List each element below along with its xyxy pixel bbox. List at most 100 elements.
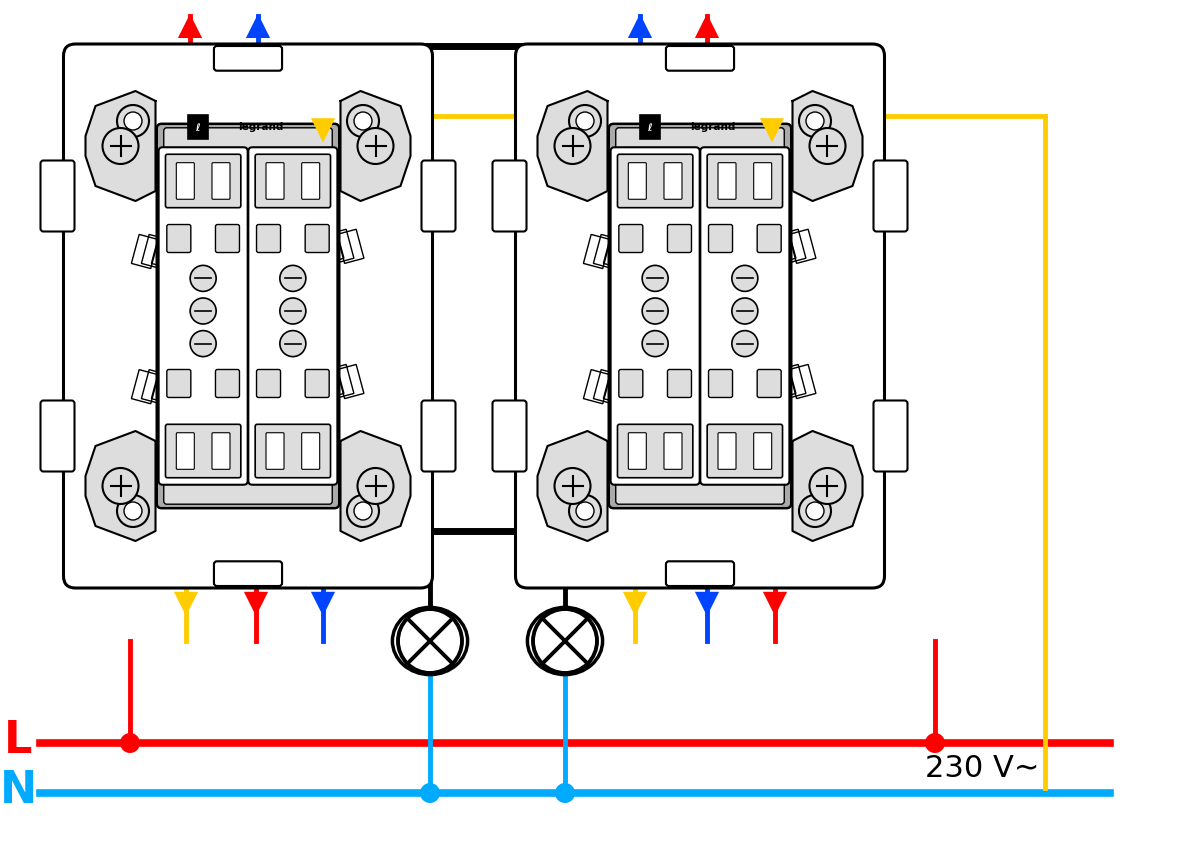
Circle shape [732, 331, 758, 357]
FancyBboxPatch shape [64, 45, 432, 588]
Circle shape [732, 266, 758, 292]
FancyBboxPatch shape [701, 148, 790, 485]
FancyBboxPatch shape [666, 561, 734, 586]
FancyBboxPatch shape [257, 226, 281, 253]
Polygon shape [341, 431, 410, 542]
FancyBboxPatch shape [176, 164, 194, 200]
FancyBboxPatch shape [707, 155, 782, 208]
FancyBboxPatch shape [754, 164, 772, 200]
Circle shape [799, 495, 830, 528]
Bar [337, 230, 364, 264]
FancyBboxPatch shape [619, 370, 643, 398]
FancyBboxPatch shape [167, 226, 191, 253]
Circle shape [398, 610, 462, 673]
Circle shape [569, 106, 601, 138]
Bar [317, 230, 344, 264]
Circle shape [124, 113, 142, 131]
Circle shape [280, 299, 306, 325]
Polygon shape [311, 592, 335, 616]
Polygon shape [760, 119, 784, 143]
Text: legrand: legrand [239, 122, 284, 132]
FancyBboxPatch shape [618, 424, 692, 478]
FancyBboxPatch shape [158, 148, 247, 485]
FancyBboxPatch shape [666, 47, 734, 71]
Circle shape [569, 495, 601, 528]
FancyBboxPatch shape [212, 164, 230, 200]
Bar [788, 365, 816, 400]
Circle shape [354, 503, 372, 520]
Circle shape [120, 734, 140, 753]
Bar [604, 235, 630, 269]
Bar [779, 365, 806, 400]
Bar [769, 230, 796, 264]
Circle shape [806, 503, 824, 520]
FancyBboxPatch shape [257, 370, 281, 398]
Polygon shape [763, 592, 787, 616]
FancyBboxPatch shape [757, 226, 781, 253]
FancyBboxPatch shape [718, 164, 736, 200]
FancyBboxPatch shape [874, 161, 907, 232]
Circle shape [116, 495, 149, 528]
FancyBboxPatch shape [266, 164, 284, 200]
Circle shape [347, 495, 379, 528]
FancyBboxPatch shape [707, 424, 782, 478]
Bar [583, 370, 611, 405]
FancyBboxPatch shape [611, 148, 700, 485]
Bar [779, 230, 806, 264]
Text: legrand: legrand [690, 122, 736, 132]
FancyBboxPatch shape [718, 433, 736, 470]
Bar [326, 365, 354, 400]
Circle shape [190, 331, 216, 357]
Text: ℓ: ℓ [647, 123, 652, 133]
FancyBboxPatch shape [667, 370, 691, 398]
FancyBboxPatch shape [492, 161, 527, 232]
FancyBboxPatch shape [629, 433, 647, 470]
Bar [337, 365, 364, 400]
FancyBboxPatch shape [667, 226, 691, 253]
Circle shape [116, 106, 149, 138]
FancyBboxPatch shape [640, 116, 660, 140]
Circle shape [576, 113, 594, 131]
Bar [151, 370, 179, 405]
FancyBboxPatch shape [166, 424, 241, 478]
Circle shape [354, 113, 372, 131]
Circle shape [554, 784, 575, 803]
Bar [583, 235, 611, 269]
FancyBboxPatch shape [664, 433, 682, 470]
FancyBboxPatch shape [421, 401, 456, 472]
Text: L: L [4, 719, 32, 762]
Polygon shape [85, 92, 156, 201]
FancyBboxPatch shape [212, 433, 230, 470]
Circle shape [190, 299, 216, 325]
FancyBboxPatch shape [163, 462, 332, 505]
FancyBboxPatch shape [754, 433, 772, 470]
FancyBboxPatch shape [608, 125, 791, 509]
Circle shape [280, 331, 306, 357]
Circle shape [554, 129, 590, 164]
Text: ℓ: ℓ [196, 123, 200, 133]
Circle shape [810, 129, 846, 164]
Circle shape [102, 129, 138, 164]
Circle shape [925, 734, 946, 753]
FancyBboxPatch shape [708, 370, 732, 398]
Bar [594, 370, 620, 405]
FancyBboxPatch shape [216, 370, 240, 398]
Polygon shape [792, 92, 863, 201]
Circle shape [280, 266, 306, 292]
FancyBboxPatch shape [629, 164, 647, 200]
Text: 230 V∼: 230 V∼ [925, 753, 1039, 783]
Bar [317, 365, 344, 400]
FancyBboxPatch shape [216, 226, 240, 253]
Circle shape [732, 299, 758, 325]
FancyBboxPatch shape [664, 164, 682, 200]
FancyBboxPatch shape [41, 401, 74, 472]
Polygon shape [174, 592, 198, 616]
Circle shape [358, 129, 394, 164]
Circle shape [347, 106, 379, 138]
Circle shape [642, 331, 668, 357]
Circle shape [642, 299, 668, 325]
Polygon shape [628, 15, 652, 39]
Bar [131, 235, 158, 269]
Polygon shape [538, 431, 607, 542]
FancyBboxPatch shape [167, 370, 191, 398]
